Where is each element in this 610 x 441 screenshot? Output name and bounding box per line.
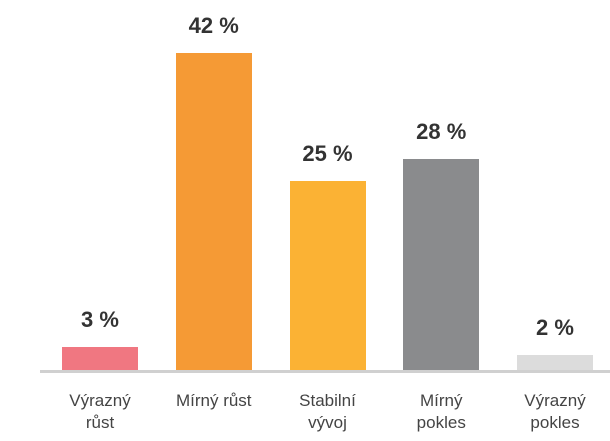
value-label: 28 % <box>416 118 467 144</box>
category-label: Mírný pokles <box>416 391 466 432</box>
category-label: Výrazný růst <box>69 391 131 432</box>
value-label: 3 % <box>81 307 119 333</box>
category-label: Výrazný pokles <box>524 391 586 432</box>
value-label: 2 % <box>536 314 574 340</box>
bar <box>62 347 138 370</box>
baseline <box>40 370 610 373</box>
bar <box>289 181 366 370</box>
bar <box>403 158 480 370</box>
bar <box>175 52 252 370</box>
value-label: 25 % <box>302 141 353 167</box>
category-label: Stabilní vývoj <box>299 391 356 432</box>
value-label: 42 % <box>188 12 239 38</box>
category-label: Mírný růst <box>175 391 252 410</box>
bar <box>517 354 593 370</box>
